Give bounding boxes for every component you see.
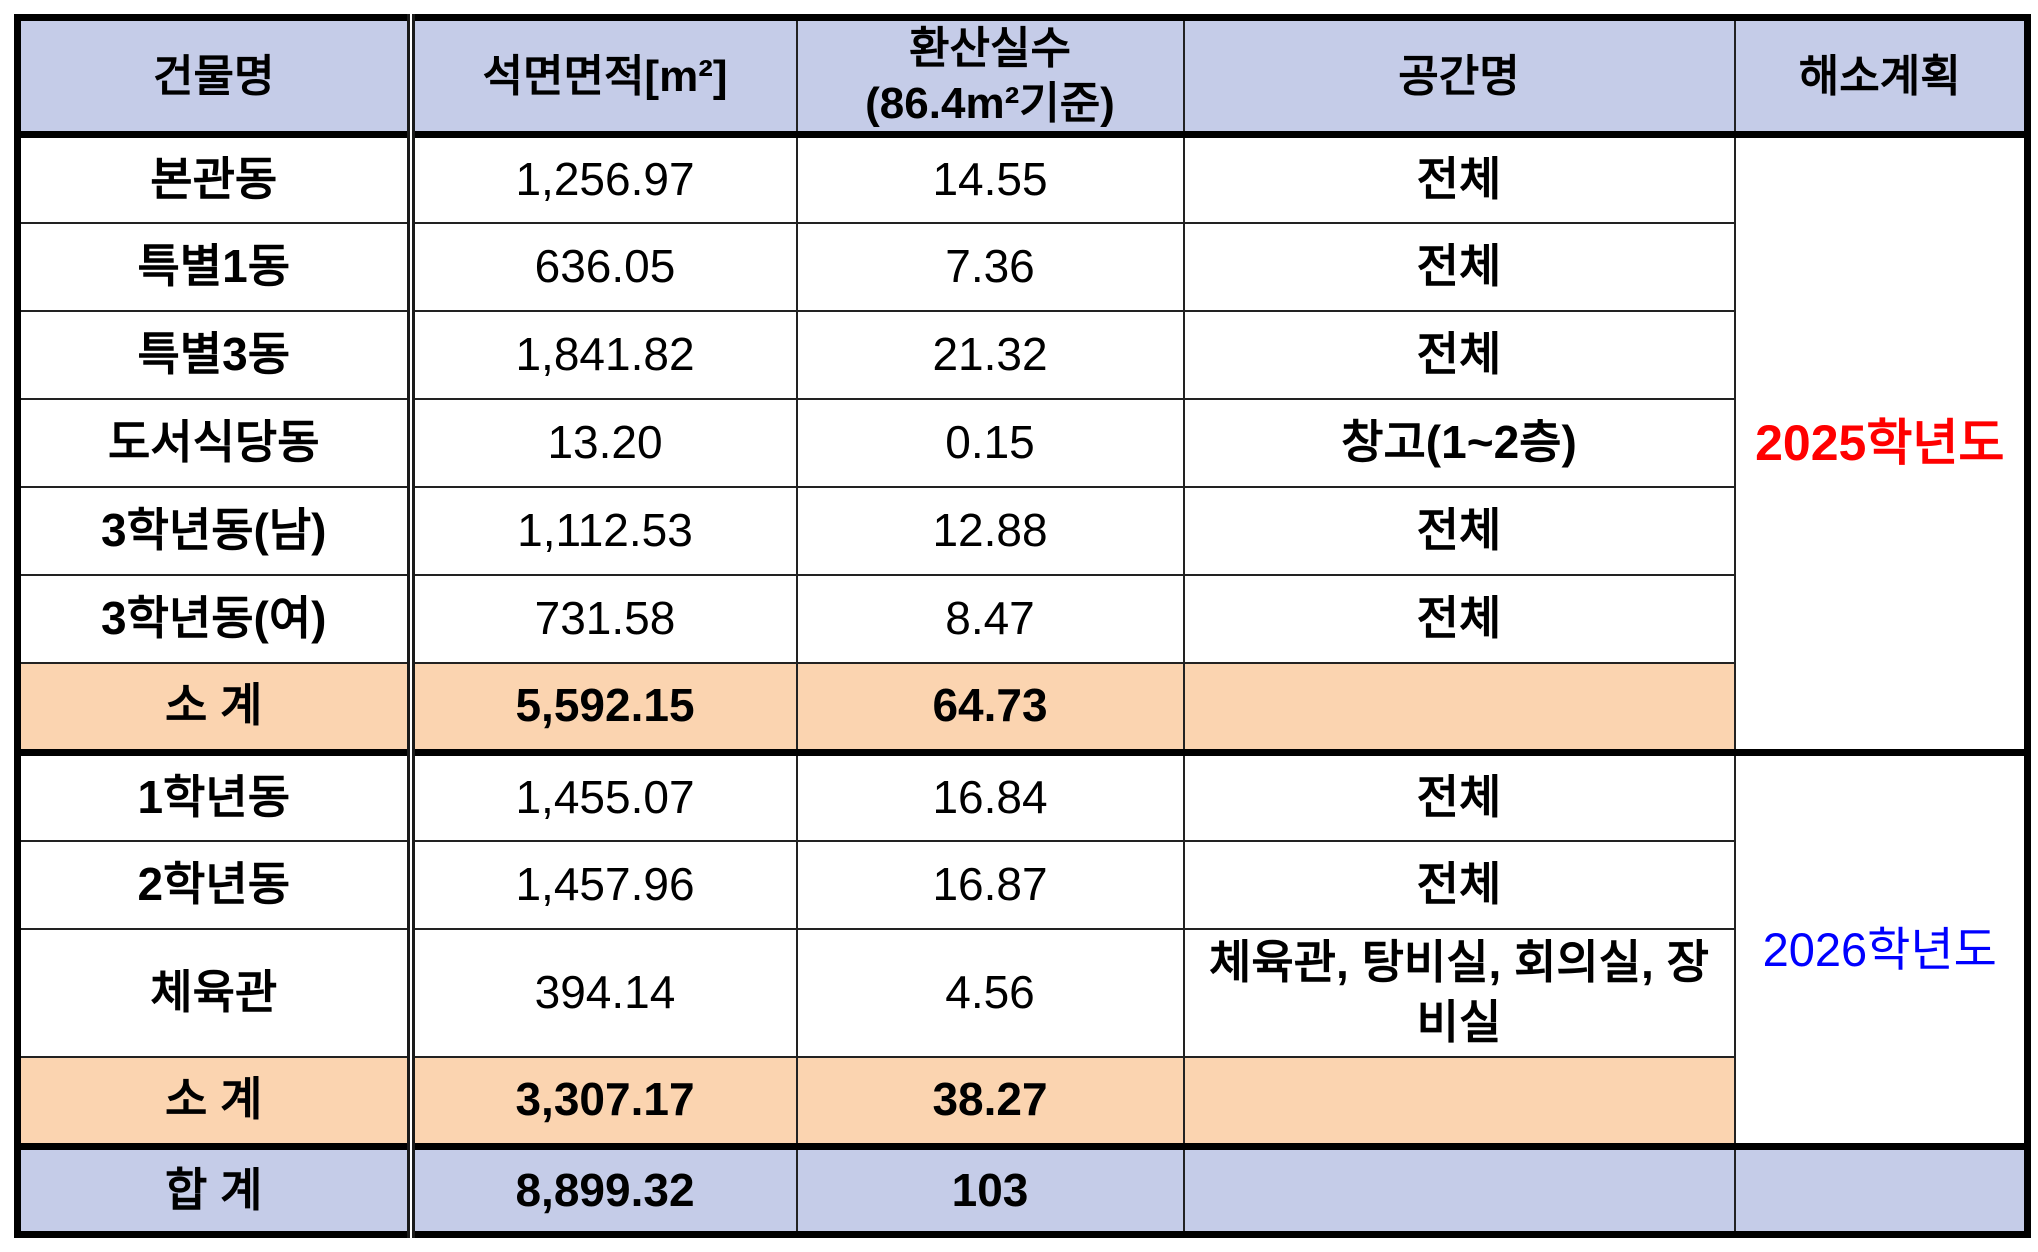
building-cell: 본관동	[16, 133, 415, 224]
space-cell: 전체	[1182, 221, 1736, 312]
area-cell: 731.58	[409, 573, 798, 664]
space-cell: 전체	[1182, 309, 1736, 400]
subtotal-area-cell: 5,592.15	[409, 661, 798, 756]
header-building: 건물명	[16, 16, 415, 138]
area-cell: 13.20	[409, 397, 798, 488]
building-cell: 3학년동(여)	[16, 573, 415, 664]
space-cell: 전체	[1182, 485, 1736, 576]
header-plan: 해소계획	[1733, 16, 2029, 138]
space-cell: 창고(1~2층)	[1182, 397, 1736, 488]
area-cell: 1,256.97	[409, 133, 798, 224]
table-row: 특별3동 1,841.82 21.32 전체	[16, 309, 2028, 400]
space-cell: 체육관, 탕비실, 회의실, 장비실	[1182, 927, 1736, 1058]
total-space-cell	[1182, 1143, 1736, 1236]
plan-2026-cell: 2026학년도	[1733, 751, 2029, 1150]
total-label-cell: 합 계	[16, 1143, 415, 1236]
total-row: 합 계 8,899.32 103	[16, 1143, 2029, 1236]
converted-cell: 7.36	[795, 221, 1185, 312]
building-cell: 특별1동	[16, 221, 415, 312]
space-cell: 전체	[1182, 573, 1736, 664]
converted-cell: 8.47	[795, 573, 1185, 664]
table-row: 특별1동 636.05 7.36 전체	[16, 221, 2028, 312]
header-area: 석면면적[m²]	[409, 16, 798, 138]
total-converted-cell: 103	[795, 1143, 1185, 1236]
area-cell: 1,841.82	[409, 309, 798, 400]
total-area-cell: 8,899.32	[409, 1143, 798, 1236]
building-cell: 2학년동	[16, 839, 415, 930]
header-space: 공간명	[1182, 16, 1736, 138]
subtotal-row-2026: 소 계 3,307.17 38.27	[16, 1055, 2028, 1148]
converted-cell: 0.15	[795, 397, 1185, 488]
table-row: 3학년동(여) 731.58 8.47 전체	[16, 573, 2028, 664]
header-converted: 환산실수 (86.4m²기준)	[795, 16, 1185, 138]
subtotal-label-cell: 소 계	[16, 661, 415, 756]
building-cell: 특별3동	[16, 309, 415, 400]
table-row: 도서식당동 13.20 0.15 창고(1~2층)	[16, 397, 2028, 488]
subtotal-area-cell: 3,307.17	[409, 1055, 798, 1148]
subtotal-row-2025: 소 계 5,592.15 64.73	[16, 661, 2028, 756]
asbestos-removal-plan-table: 건물명 석면면적[m²] 환산실수 (86.4m²기준) 공간명 해소계획 본관…	[14, 14, 2031, 1238]
building-cell: 3학년동(남)	[16, 485, 415, 576]
area-cell: 1,457.96	[409, 839, 798, 930]
subtotal-space-cell	[1182, 1055, 1736, 1148]
space-cell: 전체	[1182, 839, 1736, 930]
header-row: 건물명 석면면적[m²] 환산실수 (86.4m²기준) 공간명 해소계획	[16, 16, 2029, 138]
area-cell: 394.14	[409, 927, 798, 1058]
building-cell: 체육관	[16, 927, 415, 1058]
converted-cell: 4.56	[795, 927, 1185, 1058]
area-cell: 1,455.07	[409, 751, 798, 842]
subtotal-converted-cell: 38.27	[795, 1055, 1185, 1148]
table-row: 체육관 394.14 4.56 체육관, 탕비실, 회의실, 장비실	[16, 927, 2028, 1058]
subtotal-converted-cell: 64.73	[795, 661, 1185, 756]
building-cell: 1학년동	[16, 751, 415, 842]
building-cell: 도서식당동	[16, 397, 415, 488]
table-row: 1학년동 1,455.07 16.84 전체 2026학년도	[16, 751, 2029, 1150]
table-row: 3학년동(남) 1,112.53 12.88 전체	[16, 485, 2028, 576]
converted-cell: 16.87	[795, 839, 1185, 930]
space-cell: 전체	[1182, 133, 1736, 224]
table-row: 2학년동 1,457.96 16.87 전체	[16, 839, 2028, 930]
converted-cell: 14.55	[795, 133, 1185, 224]
subtotal-space-cell	[1182, 661, 1736, 756]
converted-cell: 12.88	[795, 485, 1185, 576]
header-converted-line2: (86.4m²기준)	[865, 79, 1115, 128]
plan-2025-cell: 2025학년도	[1733, 133, 2029, 756]
total-plan-cell	[1733, 1143, 2029, 1236]
area-cell: 1,112.53	[409, 485, 798, 576]
space-cell: 전체	[1182, 751, 1736, 842]
converted-cell: 16.84	[795, 751, 1185, 842]
header-converted-line1: 환산실수	[909, 24, 1071, 73]
subtotal-label-cell: 소 계	[16, 1055, 415, 1148]
converted-cell: 21.32	[795, 309, 1185, 400]
table-row: 본관동 1,256.97 14.55 전체 2025학년도	[16, 133, 2029, 756]
area-cell: 636.05	[409, 221, 798, 312]
